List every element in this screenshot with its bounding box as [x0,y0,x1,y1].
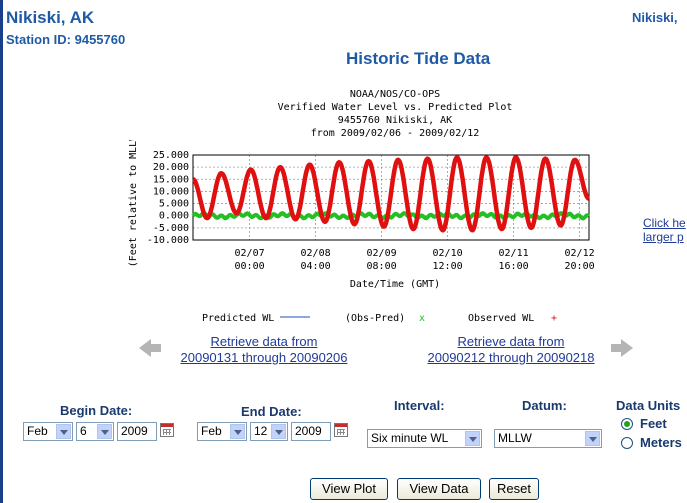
window-frame-edge [0,0,3,503]
legend-observed-label: Observed WL [468,313,534,324]
begin-month-value: Feb [27,424,48,438]
end-year-input[interactable]: 2009 [291,422,331,441]
legend-residual-marker: x [419,313,425,324]
x-axis-label: Date/Time (GMT) [350,279,440,290]
view-plot-button[interactable]: View Plot [310,478,388,500]
prev-period-line1[interactable]: Retrieve data from [210,334,318,349]
legend-residual-label: (Obs-Pred) [345,313,405,324]
units-meters-radio[interactable] [621,437,633,449]
chart-header-station: 9455760 Nikiski, AK [337,115,453,126]
chart-header-title: Verified Water Level vs. Predicted Plot [277,102,513,113]
observed-series [191,155,591,233]
page-title: Historic Tide Data [346,49,491,68]
begin-day-value: 6 [80,424,87,438]
datum-value: MLLW [498,431,532,445]
x-tick-time: 08:00 [367,261,397,272]
interval-value: Six minute WL [371,431,449,445]
prev-period-link[interactable]: Retrieve data from 20090131 through 2009… [160,334,368,366]
begin-year-input[interactable]: 2009 [117,422,157,441]
next-period-line1[interactable]: Retrieve data from [457,334,565,349]
x-tick-date: 02/09 [367,248,397,259]
y-tick-label: 15.000 [153,174,189,185]
units-meters-label[interactable]: Meters [640,435,682,450]
y-tick-label: 20.000 [153,162,189,173]
y-tick-label: 10.000 [153,186,189,197]
station-name: Nikiski, AK [6,8,95,27]
x-tick-time: 04:00 [301,261,331,272]
chart-header-range: from 2009/02/06 - 2009/02/12 [310,128,480,139]
obs-pred-line [191,210,591,221]
begin-calendar-icon[interactable] [160,423,174,437]
x-axis-ticks: 02/07 00:00 02/08 04:00 02/09 08:00 02/10 12:00… [235,248,595,272]
x-tick-time: 16:00 [499,261,529,272]
end-day-select[interactable]: 12 [250,422,288,441]
legend-predicted-label: Predicted WL [202,313,274,324]
chart-header-agency: NOAA/NOS/CO-OPS [349,89,441,100]
y-tick-label: 5.000 [159,199,189,210]
units-feet-label[interactable]: Feet [640,416,667,431]
y-tick-label: 0.000 [159,211,189,222]
station-name-right: Nikiski, [632,10,678,25]
next-arrow-icon[interactable] [609,337,635,359]
x-tick-date: 02/11 [499,248,529,259]
x-tick-date: 02/07 [235,248,265,259]
x-tick-date: 02/10 [433,248,463,259]
x-tick-date: 02/08 [301,248,331,259]
observed-line [191,155,591,233]
datum-label: Datum: [522,398,567,413]
units-feet-radio[interactable] [621,418,633,430]
chevron-down-icon[interactable] [271,424,286,439]
end-calendar-icon[interactable] [334,423,348,437]
legend-observed-marker: + [551,313,557,324]
x-tick-time: 12:00 [433,261,463,272]
enlarge-plot-link-line1[interactable]: Click he [643,216,686,230]
reset-button[interactable]: Reset [489,478,539,500]
prev-arrow-icon[interactable] [137,337,163,359]
next-period-line2[interactable]: 20090212 through 20090218 [427,350,595,365]
begin-month-select[interactable]: Feb [23,422,73,441]
y-tick-label: 25.000 [153,150,189,161]
x-tick-time: 20:00 [565,261,595,272]
y-tick-label: -5.000 [153,223,189,234]
next-period-link[interactable]: Retrieve data from 20090212 through 2009… [407,334,615,366]
chevron-down-icon[interactable] [465,431,480,446]
y-tick-label: -10.000 [147,235,189,246]
end-day-value: 12 [254,424,268,438]
x-tick-time: 00:00 [235,261,265,272]
y-axis-label: (Feet relative to MLLW) [128,140,139,267]
end-date-label: End Date: [241,404,302,419]
interval-select[interactable]: Six minute WL [367,429,482,448]
data-units-label: Data Units [616,398,681,413]
chevron-down-icon[interactable] [56,424,71,439]
station-id: Station ID: 9455760 [6,32,126,47]
chevron-down-icon[interactable] [97,424,112,439]
datum-select[interactable]: MLLW [494,429,602,448]
chevron-down-icon[interactable] [230,424,245,439]
prev-period-line2[interactable]: 20090131 through 20090206 [180,350,348,365]
interval-label: Interval: [394,398,445,413]
end-month-select[interactable]: Feb [197,422,247,441]
x-tick-date: 02/12 [565,248,595,259]
end-month-value: Feb [201,424,222,438]
chevron-down-icon[interactable] [585,431,600,446]
begin-day-select[interactable]: 6 [76,422,114,441]
obs-pred-series [191,210,591,221]
begin-date-label: Begin Date: [60,403,133,418]
enlarge-plot-link-line2[interactable]: larger p [643,230,684,244]
view-data-button[interactable]: View Data [397,478,481,500]
